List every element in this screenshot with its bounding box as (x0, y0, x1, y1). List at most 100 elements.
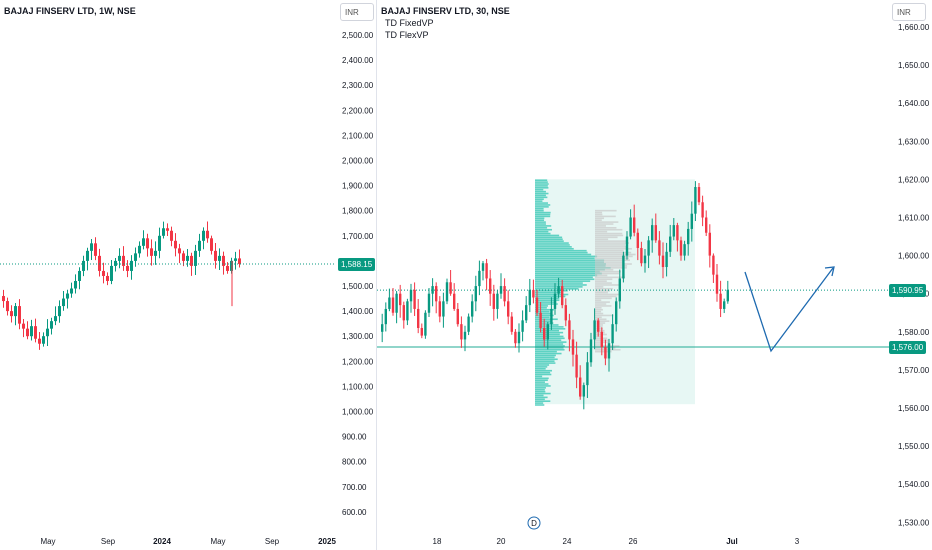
volume-profile-bar (535, 347, 564, 349)
volume-profile-bar (535, 287, 579, 290)
volume-profile-bar (535, 398, 545, 401)
price-axis-label: 600.00 (342, 508, 367, 517)
candle-body (575, 354, 578, 378)
candle-body (679, 240, 683, 256)
candle-body (402, 305, 405, 321)
volume-profile-bar (535, 236, 563, 239)
volume-profile-bar (535, 327, 566, 330)
price-axis-label: 1,620.00 (898, 175, 930, 184)
volume-profile-bar (535, 242, 569, 244)
candle-body (138, 245, 141, 254)
candle-body (442, 301, 445, 317)
candle-body (715, 274, 719, 294)
indicator-flexvp[interactable]: TD FlexVP (385, 30, 429, 40)
price-axis-label: 1,600.00 (898, 252, 930, 261)
candle-body (10, 311, 13, 317)
volume-profile-bar (535, 312, 553, 315)
volume-profile-bar (535, 223, 546, 225)
intraday-chart-canvas[interactable]: 1,660.00 1,650.00 1,640.00 1,630.00 1,620.00… (377, 0, 932, 550)
price-axis-label: 1,630.00 (898, 137, 930, 146)
candle-body (474, 286, 477, 302)
candle-body (158, 235, 161, 251)
candle-body (22, 323, 25, 329)
volume-profile-bar (535, 228, 552, 231)
candle-body (395, 293, 398, 313)
candle-body (600, 331, 603, 348)
candle-body (384, 308, 387, 325)
volume-profile-bar (535, 230, 549, 233)
volume-profile-bar (535, 244, 570, 246)
volume-profile-bar (595, 310, 602, 313)
time-axis-label: 26 (629, 537, 638, 546)
candle-body (146, 238, 149, 249)
volume-profile-bar (595, 253, 636, 256)
volume-profile-bar (535, 301, 557, 303)
volume-profile-bar (595, 322, 606, 324)
volume-profile-bar (595, 274, 608, 277)
candle-body (557, 286, 560, 294)
volume-profile-bar (535, 289, 568, 292)
volume-profile-bar (535, 352, 562, 355)
price-axis-label: 1,000.00 (342, 408, 374, 417)
candle-body (723, 301, 726, 309)
dividend-marker-label: D (531, 519, 537, 528)
volume-profile-bar (535, 268, 605, 271)
volume-profile-bar (535, 390, 546, 393)
volume-profile-bar (535, 383, 549, 385)
volume-profile-bar (535, 392, 551, 395)
volume-profile-bar (535, 240, 564, 242)
candle-body (449, 282, 452, 294)
candle-body (381, 324, 384, 332)
time-axis-label: May (40, 537, 55, 546)
price-axis-label: 1,800.00 (342, 207, 374, 216)
weekly-chart-canvas[interactable]: 2,500.00 2,400.00 2,300.00 2,200.00 2,100.00… (0, 0, 376, 550)
volume-profile-bar (595, 287, 613, 290)
volume-profile-bar (535, 348, 565, 351)
candle-body (388, 297, 391, 309)
volume-profile-bar (535, 354, 556, 357)
volume-profile-bar (535, 246, 572, 248)
candle-body (625, 236, 629, 256)
volume-profile-bar (595, 238, 609, 241)
volume-profile-bar (535, 385, 551, 387)
volume-profile-bar (535, 337, 565, 340)
candle-body (427, 293, 431, 313)
candle-body (453, 293, 456, 309)
candle-body (669, 236, 672, 252)
candle-body (694, 187, 697, 214)
volume-profile-bar (595, 286, 604, 288)
candle-body (543, 327, 546, 340)
candle-body (198, 240, 201, 251)
candle-body (676, 225, 679, 241)
indicator-fixedvp[interactable]: TD FixedVP (385, 18, 434, 28)
volume-profile-bar (595, 232, 623, 235)
candle-body (399, 293, 402, 306)
weekly-chart-pane[interactable]: 2,500.00 2,400.00 2,300.00 2,200.00 2,100.00… (0, 0, 377, 550)
volume-profile-bar (535, 362, 556, 364)
volume-profile-bar (535, 206, 549, 208)
last-price-tag: 1,590.95 (889, 284, 927, 297)
candle-body (622, 255, 625, 279)
candle-body (665, 251, 668, 268)
time-axis-label: 2025 (318, 537, 336, 546)
currency-button[interactable]: INR (340, 3, 374, 21)
candle-body (222, 255, 225, 266)
volume-profile-bar (595, 261, 623, 263)
candle-body (238, 258, 241, 264)
candle-body (391, 297, 395, 313)
volume-profile-bar (535, 249, 587, 252)
time-axis-label: Sep (101, 537, 116, 546)
volume-profile-bar (535, 331, 564, 334)
volume-profile-bar (535, 247, 574, 250)
candle-body (438, 301, 441, 317)
time-axis-label: 20 (497, 537, 506, 546)
candle-body (142, 238, 145, 246)
currency-button[interactable]: INR (892, 3, 926, 21)
candle-body (586, 362, 589, 386)
volume-profile-bar (535, 213, 551, 216)
intraday-chart-pane[interactable]: 1,660.00 1,650.00 1,640.00 1,630.00 1,620.00… (377, 0, 932, 550)
candle-body (90, 243, 93, 251)
volume-profile-bar (595, 314, 614, 317)
candle-body (38, 338, 41, 344)
candle-body (571, 339, 575, 355)
